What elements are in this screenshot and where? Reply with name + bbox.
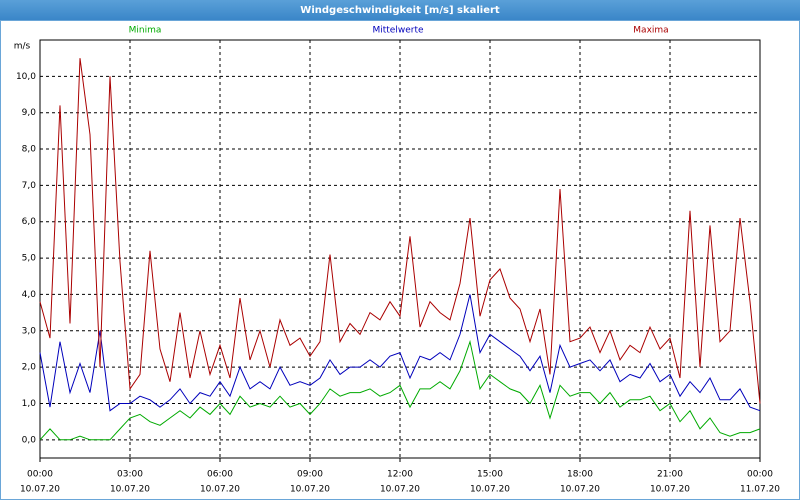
x-tick-date: 10.07.20: [200, 485, 240, 495]
window-title: Windgeschwindigkeit [m/s] skaliert: [300, 5, 500, 16]
y-tick-label: 6,0: [22, 217, 37, 227]
y-unit: m/s: [14, 42, 31, 52]
y-tick-label: 3,0: [22, 326, 37, 336]
y-tick-label: 4,0: [22, 290, 37, 300]
x-tick-label: 12:00: [387, 470, 413, 480]
plot-frame: [39, 39, 761, 459]
x-tick-date: 11.07.20: [740, 485, 780, 495]
y-tick-label: 0,0: [22, 435, 37, 445]
legend-label: Minima: [129, 26, 162, 36]
x-tick-label: 00:00: [27, 470, 53, 480]
y-tick-label: 8,0: [22, 145, 37, 155]
x-tick-label: 00:00: [747, 470, 773, 480]
x-tick-label: 15:00: [477, 470, 503, 480]
x-tick-label: 06:00: [207, 470, 233, 480]
x-tick-label: 09:00: [297, 470, 323, 480]
x-tick-date: 10.07.20: [560, 485, 600, 495]
series-line: [39, 339, 761, 441]
y-tick-label: 7,0: [22, 181, 37, 191]
legend-label: Maxima: [633, 26, 668, 36]
x-tick-label: 21:00: [657, 470, 683, 480]
y-tick-label: 1,0: [22, 399, 37, 409]
x-tick-date: 10.07.20: [470, 485, 510, 495]
x-tick-date: 10.07.20: [20, 485, 60, 495]
x-tick-label: 18:00: [567, 470, 593, 480]
legend-label: Mittelwerte: [372, 26, 423, 36]
y-tick-label: 10,0: [16, 72, 36, 82]
x-tick-date: 10.07.20: [110, 485, 150, 495]
x-tick-date: 10.07.20: [650, 485, 690, 495]
x-tick-date: 10.07.20: [380, 485, 420, 495]
x-tick-label: 03:00: [117, 470, 143, 480]
series-line: [39, 58, 761, 404]
series-line: [39, 294, 761, 412]
y-tick-label: 5,0: [22, 254, 37, 264]
x-tick-date: 10.07.20: [290, 485, 330, 495]
title-bar: [0, 0, 800, 20]
y-tick-label: 9,0: [22, 108, 37, 118]
y-tick-label: 2,0: [22, 363, 37, 373]
